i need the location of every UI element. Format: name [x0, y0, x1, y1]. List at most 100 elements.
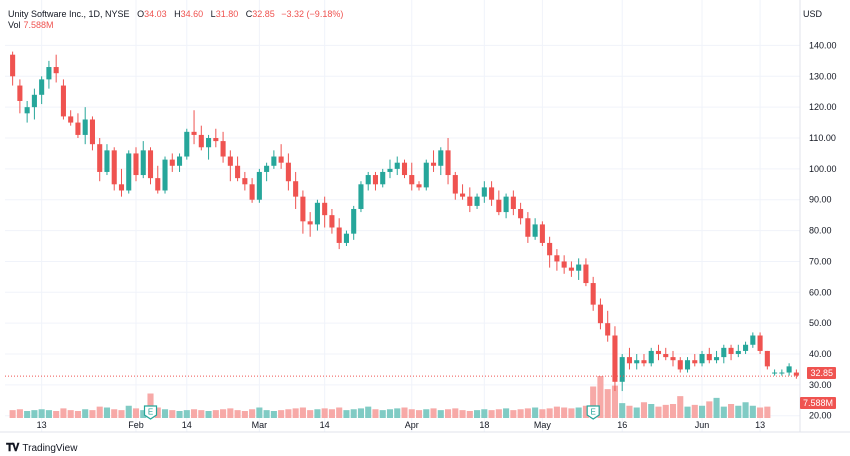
time-axis[interactable]: 13 Feb 14 Mar 14 Apr 18 May 16 Jun 13 [0, 420, 850, 433]
volume-bar [684, 406, 691, 418]
candle [89, 116, 95, 151]
volume-bar [452, 408, 459, 418]
candle-body [293, 181, 299, 197]
low-value: 31.80 [215, 9, 239, 19]
candle [568, 261, 574, 277]
volume-bar [161, 409, 169, 418]
candle [133, 147, 139, 182]
candle-body [561, 261, 567, 268]
candle [503, 193, 509, 219]
candle [663, 347, 669, 361]
candle [293, 171, 299, 209]
volume-bar [698, 405, 706, 418]
candle [576, 258, 582, 280]
volume-bar [728, 404, 735, 418]
volume-bar [662, 404, 669, 418]
candle-body [227, 156, 233, 166]
volume-bar [611, 385, 618, 418]
volume-bar [234, 410, 241, 418]
candle [300, 190, 306, 234]
symbol-legend: Unity Software Inc., 1D, NYSE O34.03 H34… [8, 8, 343, 20]
candle-body [576, 264, 582, 271]
volume-bar [415, 410, 423, 418]
candle-body [430, 162, 437, 166]
volume-bar [299, 407, 306, 418]
candle [271, 150, 277, 169]
candle-body [220, 141, 226, 157]
candle [684, 357, 691, 373]
volume-bar [517, 409, 524, 418]
candle [227, 150, 233, 182]
volume-bar [191, 409, 198, 418]
volume-bar [488, 410, 495, 418]
candle-body [518, 208, 524, 219]
candle [735, 344, 741, 358]
candle [445, 138, 451, 185]
price-tick-label: 90.00 [809, 195, 832, 205]
currency-label[interactable]: USD [802, 9, 822, 19]
candle [561, 255, 567, 274]
volume-bar [111, 409, 118, 418]
candle-body [89, 119, 95, 145]
volume-bar [357, 408, 365, 418]
candle [634, 354, 640, 370]
candle [779, 369, 785, 376]
candle [612, 326, 618, 392]
candle-body [568, 267, 574, 271]
earnings-marker-icon[interactable]: E [143, 405, 158, 420]
candle-body [314, 202, 320, 225]
candle-body [743, 344, 749, 351]
candle-body [750, 335, 756, 345]
candle [264, 162, 270, 182]
high-value: 34.60 [180, 9, 204, 19]
candle [82, 107, 88, 145]
candle [590, 276, 596, 311]
candle-body [438, 150, 444, 166]
candle [97, 138, 103, 182]
candle [213, 128, 219, 148]
candle [518, 202, 524, 225]
volume-bar [481, 409, 488, 418]
price-axis[interactable]: 140.00 130.00 120.00 110.00 100.00 90.00 80.00… [799, 0, 837, 432]
candle-body [481, 187, 487, 197]
volume-bar [706, 401, 713, 418]
candle-body [496, 199, 502, 213]
candle-body [394, 162, 400, 169]
volume-bar [336, 407, 343, 418]
volume-bar [474, 410, 481, 418]
candle-body [31, 94, 37, 108]
candle-body [53, 67, 59, 74]
volume-bar [60, 408, 67, 418]
candle [496, 190, 502, 216]
candle [380, 168, 386, 188]
earnings-badge-label: E [591, 408, 596, 417]
candle [60, 79, 66, 120]
candle-body [532, 224, 538, 237]
price-tick-label: 40.00 [809, 349, 832, 359]
candle-body [10, 54, 16, 77]
volume-bar [9, 410, 16, 418]
price-tick-label: 80.00 [809, 226, 832, 236]
candle-body [547, 242, 553, 256]
earnings-marker-icon[interactable]: E [586, 405, 600, 420]
candle-body [401, 162, 408, 176]
volume-bar [307, 410, 314, 418]
volume-tag: 7.588M [799, 397, 836, 409]
candle [772, 369, 778, 376]
volume-bar [633, 407, 640, 418]
volume-bar [103, 407, 111, 418]
candle [17, 79, 23, 114]
candle [714, 350, 720, 364]
candle [285, 153, 291, 191]
volume-bar [227, 408, 234, 418]
candle [481, 181, 487, 203]
tradingview-brand[interactable]: 𝐓𝐕 TradingView [6, 442, 77, 455]
candle-body [118, 184, 125, 191]
volume-bar [278, 410, 285, 418]
low-label: L [210, 9, 216, 19]
volume-bar [118, 410, 125, 418]
price-tick-label: 120.00 [809, 102, 837, 112]
candle-body [184, 131, 190, 157]
